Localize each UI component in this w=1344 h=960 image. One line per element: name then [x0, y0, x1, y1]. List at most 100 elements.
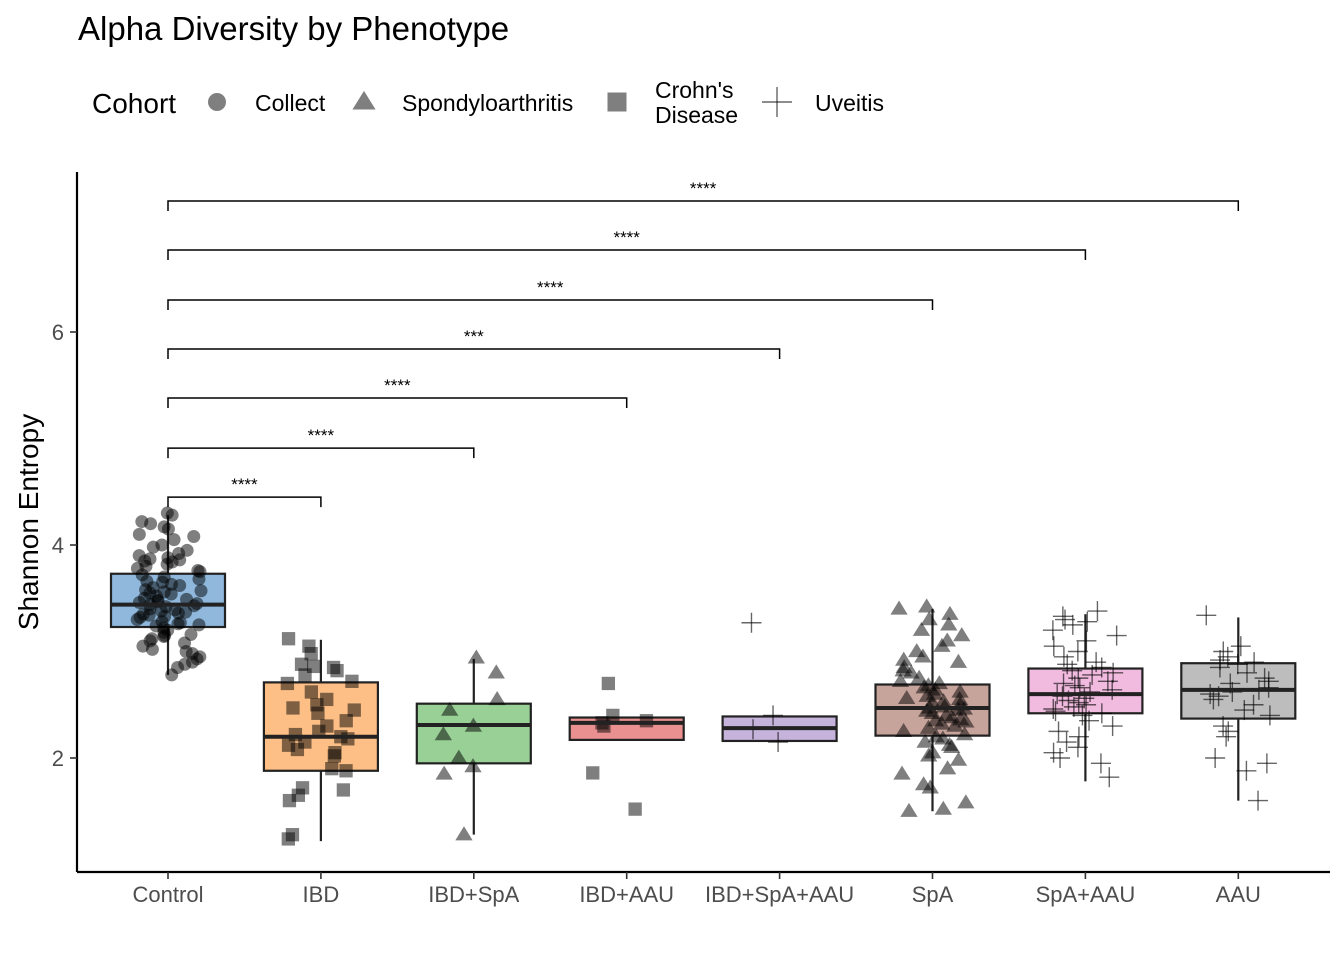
point-triangle	[434, 726, 453, 741]
point-triangle	[951, 683, 969, 698]
y-tick-label: 2	[52, 746, 64, 771]
point-square	[325, 762, 339, 776]
point-square	[628, 802, 642, 816]
box-aau	[1180, 605, 1297, 811]
bracket: ****	[167, 179, 1240, 212]
point-circle	[165, 508, 179, 522]
bracket-label: ****	[690, 179, 717, 198]
point-triangle	[949, 653, 968, 668]
point-square	[298, 668, 312, 682]
x-tick-label: SpA+AAU	[1036, 882, 1136, 907]
x-tick-label: IBD+SpA+AAU	[705, 882, 854, 907]
point-circle	[192, 618, 206, 632]
point-plus	[1256, 753, 1277, 774]
point-circle	[130, 613, 144, 627]
point-triangle	[946, 717, 964, 732]
point-plus	[1077, 611, 1098, 632]
point-plus	[1079, 710, 1100, 731]
point-circle	[160, 557, 174, 571]
point-triangle	[920, 611, 938, 626]
point-triangle	[467, 649, 485, 664]
point-square	[330, 664, 344, 678]
point-plus	[1200, 684, 1221, 705]
point-plus	[1230, 636, 1251, 657]
point-circle	[167, 533, 181, 547]
point-plus	[1248, 790, 1269, 811]
point-circle	[192, 572, 206, 586]
point-triangle	[891, 672, 910, 687]
point-plus	[1056, 732, 1077, 753]
point-circle	[157, 630, 171, 644]
point-plus	[1258, 677, 1279, 698]
point-plus	[1067, 737, 1088, 758]
point-plus	[1091, 657, 1112, 678]
point-plus	[1209, 657, 1230, 678]
legend-key-plus	[762, 87, 792, 117]
point-circle	[145, 642, 159, 656]
point-plus	[1091, 703, 1112, 724]
point-triangle	[487, 664, 505, 679]
point-plus	[1048, 721, 1069, 742]
point-plus	[1106, 625, 1127, 646]
y-tick-label: 6	[52, 320, 64, 345]
bracket-label: ****	[537, 278, 564, 297]
legend-label: Uveitis	[815, 90, 884, 116]
point-square	[606, 708, 620, 723]
point-square	[304, 646, 318, 661]
point-plus	[1218, 721, 1239, 742]
point-plus	[1216, 726, 1237, 747]
y-tick-label: 4	[52, 533, 64, 558]
point-plus	[1244, 652, 1265, 673]
point-triangle	[898, 689, 916, 705]
point-plus	[1102, 716, 1123, 737]
point-square	[339, 714, 353, 728]
point-plus	[1055, 609, 1076, 630]
significance-brackets: ***************************	[167, 179, 1240, 508]
legend-label: Disease	[655, 102, 738, 128]
point-triangle	[488, 691, 506, 706]
bracket-label: ****	[231, 475, 258, 494]
point-circle	[173, 578, 187, 592]
point-triangle	[953, 627, 971, 642]
point-square	[304, 685, 319, 699]
point-triangle	[957, 794, 975, 809]
point-plus	[1042, 620, 1063, 641]
point-plus	[1076, 630, 1097, 651]
point-plus	[1234, 700, 1255, 721]
box-ibd-aau	[568, 676, 685, 816]
box-body	[415, 702, 532, 765]
point-plus	[1053, 673, 1074, 694]
point-plus	[1067, 641, 1088, 662]
box-ibd-spa	[415, 649, 532, 841]
point-plus	[1086, 652, 1107, 673]
point-square	[347, 703, 361, 717]
point-circle	[187, 529, 201, 543]
point-plus	[1217, 646, 1238, 667]
point-plus	[1205, 748, 1226, 768]
bracket-line	[167, 249, 1087, 260]
bracket-line	[167, 397, 628, 409]
point-triangle	[895, 651, 913, 666]
point-triangle	[894, 723, 913, 738]
legend-title: Cohort	[92, 88, 176, 119]
point-triangle	[912, 621, 931, 636]
point-triangle	[919, 719, 938, 734]
point-square	[311, 706, 325, 720]
point-triangle	[902, 664, 920, 679]
legend-key-square	[607, 92, 627, 112]
point-triangle	[949, 751, 968, 766]
point-plus	[1259, 705, 1280, 726]
point-square	[345, 674, 359, 688]
point-plus	[1090, 753, 1111, 774]
point-triangle	[943, 738, 961, 754]
bracket-label: ****	[308, 426, 335, 445]
point-plus	[1196, 605, 1217, 626]
point-triangle	[934, 800, 952, 815]
point-square	[601, 676, 616, 691]
bracket-line	[167, 348, 781, 360]
point-plus	[1097, 671, 1118, 692]
point-plus	[1213, 716, 1234, 737]
point-triangle	[918, 598, 936, 613]
point-plus	[1243, 694, 1264, 715]
